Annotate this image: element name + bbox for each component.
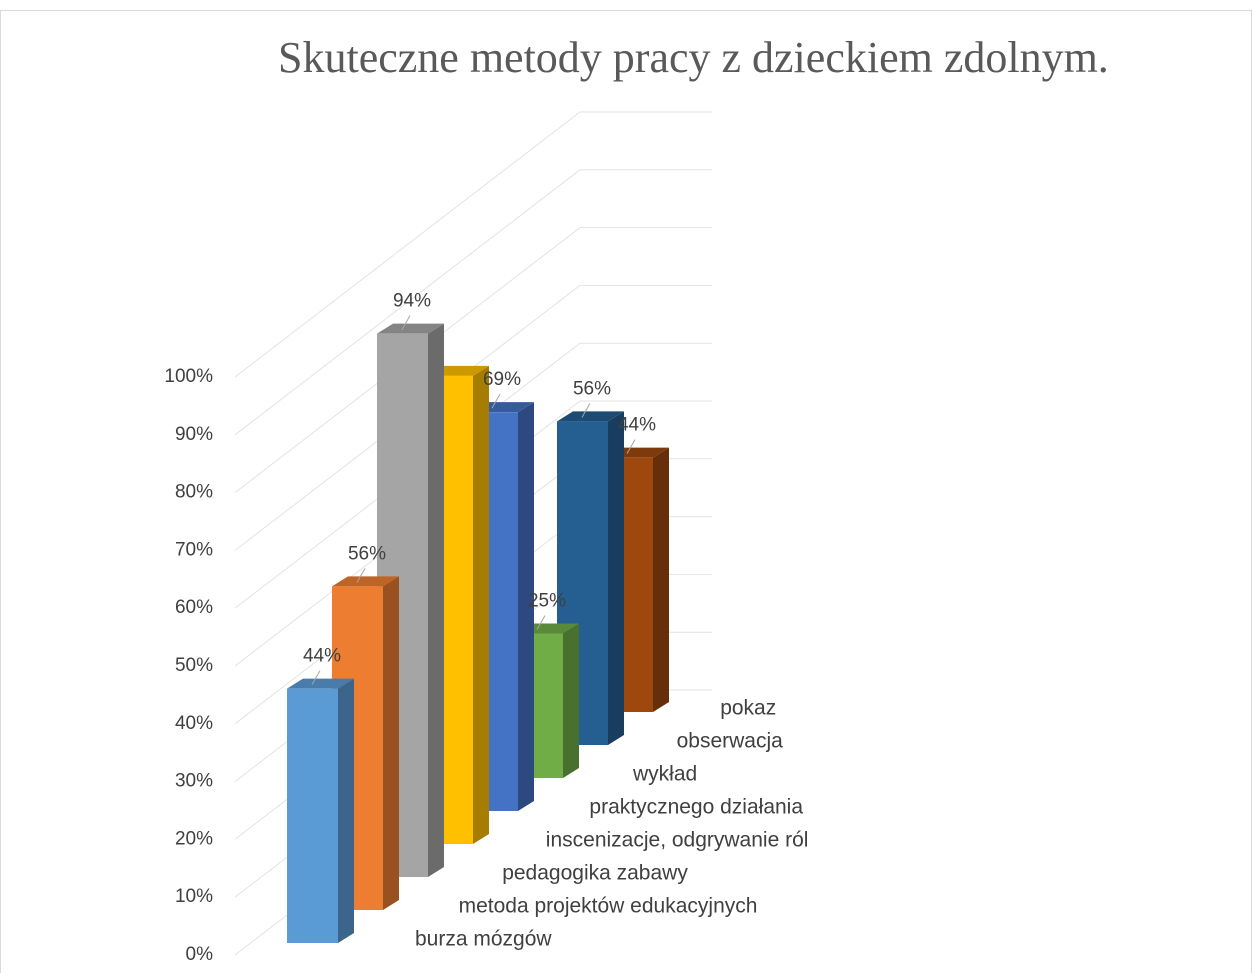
y-tick-label: 90% [175, 424, 213, 445]
x-tick-label: pokaz [720, 697, 776, 720]
label-leader [536, 615, 546, 630]
y-tick-label: 50% [175, 655, 213, 676]
y-tick-label: 80% [175, 482, 213, 503]
x-tick-label: praktycznego działania [589, 796, 803, 819]
y-tick-label: 10% [175, 886, 213, 907]
label-leader [491, 393, 501, 409]
bar-side [338, 678, 354, 943]
label-leader [626, 439, 636, 454]
bar-top [332, 576, 399, 587]
data-label: 56% [348, 543, 386, 564]
bar-side [428, 323, 444, 877]
grid-line [234, 111, 712, 378]
grid-line [234, 227, 712, 493]
y-tick-label: 40% [175, 713, 213, 734]
grid-line [234, 284, 712, 551]
bar-side [653, 447, 669, 712]
label-leader [356, 568, 366, 583]
y-tick-label: 70% [175, 539, 213, 560]
x-tick-label: inscenizacje, odgrywanie ról [546, 829, 809, 852]
bar-side [608, 411, 624, 745]
label-leader [581, 403, 591, 418]
bar-side [518, 402, 534, 811]
label-leader [311, 670, 321, 685]
label-leader [401, 315, 411, 330]
data-label: 69% [483, 369, 521, 390]
y-tick-label: 0% [186, 944, 214, 965]
x-tick-label: obserwacja [677, 730, 784, 753]
bar [287, 688, 338, 943]
data-label: 56% [573, 378, 611, 399]
grid-line [234, 342, 712, 609]
y-tick-label: 30% [175, 771, 213, 792]
y-tick-label: 100% [164, 366, 213, 387]
x-tick-label: wykład [632, 763, 697, 786]
bar-side [383, 576, 399, 910]
x-tick-label: pedagogika zabawy [502, 862, 688, 885]
bar-top [557, 411, 624, 422]
bar-side [473, 365, 489, 844]
y-tick-label: 60% [175, 597, 213, 618]
x-tick-label: metoda projektów edukacyjnych [459, 895, 758, 918]
bar-top [287, 678, 354, 689]
data-label: 25% [528, 591, 566, 612]
bar-top [377, 323, 444, 334]
y-tick-label: 20% [175, 828, 213, 849]
grid-line [234, 169, 712, 436]
chart-title: Skuteczne metody pracy z dzieckiem zdoln… [278, 33, 1109, 82]
x-tick-label: burza mózgów [415, 928, 552, 951]
data-label: 94% [393, 291, 431, 312]
data-label: 44% [303, 646, 341, 667]
bar-side [563, 623, 579, 778]
data-label: 44% [618, 415, 656, 436]
